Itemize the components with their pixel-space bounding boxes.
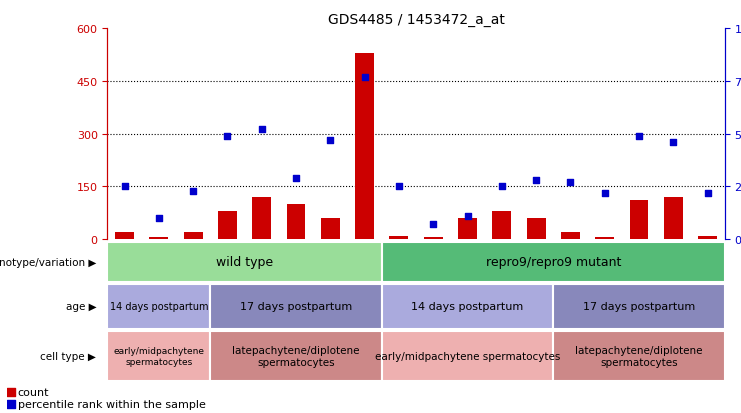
Point [496, 183, 508, 190]
Point [256, 127, 268, 133]
Bar [382, 331, 554, 381]
Point [565, 179, 576, 186]
Bar [382, 242, 725, 282]
Bar [184, 233, 202, 240]
Point [153, 215, 165, 222]
Text: percentile rank within the sample: percentile rank within the sample [18, 399, 205, 409]
Bar [527, 218, 545, 240]
Title: GDS4485 / 1453472_a_at: GDS4485 / 1453472_a_at [328, 12, 505, 26]
Bar [492, 211, 511, 240]
Text: wild type: wild type [216, 256, 273, 269]
Text: latepachytene/diplotene
spermatocytes: latepachytene/diplotene spermatocytes [575, 345, 702, 367]
Point [599, 190, 611, 197]
Text: 17 days postpartum: 17 days postpartum [583, 301, 695, 312]
Text: 14 days postpartum: 14 days postpartum [110, 301, 208, 312]
Bar [321, 218, 340, 240]
Bar [458, 218, 477, 240]
Point [530, 177, 542, 184]
Text: repro9/repro9 mutant: repro9/repro9 mutant [485, 256, 621, 269]
Point [222, 133, 233, 140]
Bar [150, 238, 168, 240]
Text: early/midpachytene spermatocytes: early/midpachytene spermatocytes [375, 351, 560, 361]
Text: cell type ▶: cell type ▶ [41, 351, 96, 361]
Text: count: count [18, 387, 49, 397]
Point [4, 401, 16, 408]
Bar [664, 197, 682, 240]
Point [668, 139, 679, 146]
Bar [107, 284, 210, 330]
Bar [390, 236, 408, 240]
Bar [554, 284, 725, 330]
Point [119, 183, 130, 190]
Text: early/midpachytene
spermatocytes: early/midpachytene spermatocytes [113, 347, 205, 366]
Bar [698, 236, 717, 240]
Point [187, 188, 199, 195]
Bar [218, 211, 237, 240]
Point [393, 183, 405, 190]
Bar [630, 201, 648, 240]
Point [702, 190, 714, 197]
Bar [107, 331, 210, 381]
Point [359, 74, 370, 81]
Bar [595, 238, 614, 240]
Bar [554, 331, 725, 381]
Text: 17 days postpartum: 17 days postpartum [240, 301, 352, 312]
Point [462, 213, 473, 220]
Point [290, 175, 302, 182]
Bar [382, 284, 554, 330]
Bar [561, 233, 579, 240]
Bar [115, 233, 134, 240]
Bar [107, 242, 382, 282]
Text: latepachytene/diplotene
spermatocytes: latepachytene/diplotene spermatocytes [232, 345, 360, 367]
Text: genotype/variation ▶: genotype/variation ▶ [0, 257, 96, 267]
Point [325, 137, 336, 144]
Text: 14 days postpartum: 14 days postpartum [411, 301, 524, 312]
Bar [287, 204, 305, 240]
Point [4, 389, 16, 395]
Bar [210, 331, 382, 381]
Text: age ▶: age ▶ [66, 301, 96, 312]
Bar [355, 54, 374, 240]
Point [428, 221, 439, 228]
Bar [253, 197, 271, 240]
Bar [424, 238, 442, 240]
Bar [210, 284, 382, 330]
Point [633, 133, 645, 140]
